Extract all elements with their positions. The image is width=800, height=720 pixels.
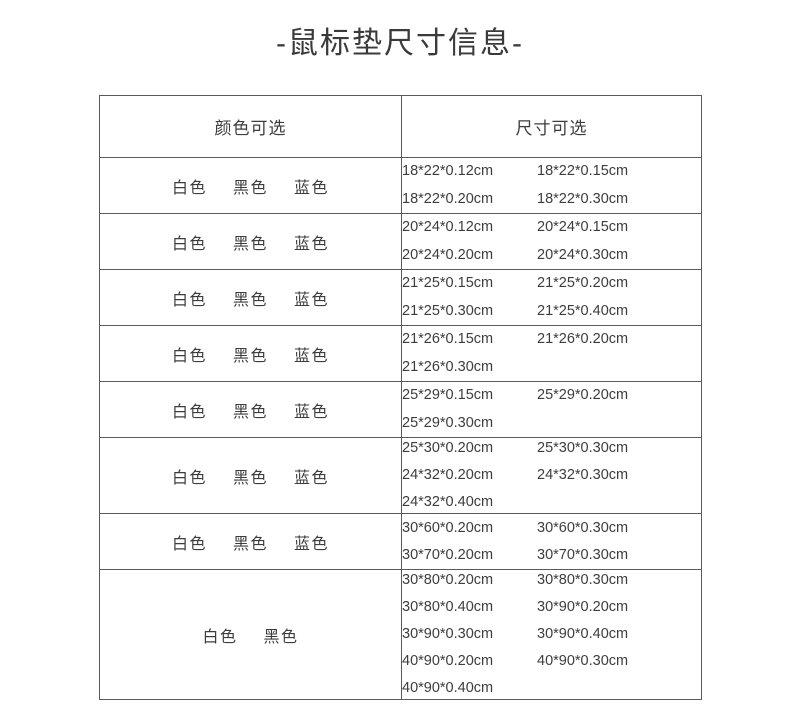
size-options-cell: 18*22*0.12cm 18*22*0.15cm 18*22*0.20cm 18*2… — [401, 157, 702, 214]
size-option[interactable]: 30*90*0.40cm — [537, 626, 629, 643]
size-option[interactable]: 21*26*0.30cm — [402, 358, 494, 375]
size-option[interactable]: 25*30*0.20cm — [402, 440, 494, 456]
size-option[interactable]: 30*80*0.40cm — [402, 599, 494, 616]
size-option[interactable]: 21*25*0.20cm — [537, 275, 629, 292]
column-header-size: 尺寸可选 — [401, 95, 702, 158]
table-row: 白色 黑色 蓝色 21*26*0.15cm 21*26*0.20cm 21*26*0.30… — [99, 325, 702, 382]
size-option[interactable]: 24*32*0.40cm — [402, 494, 494, 511]
color-option[interactable]: 蓝色 — [294, 235, 330, 253]
table-body: 白色 黑色 蓝色 18*22*0.12cm 18*22*0.15cm 18*22*0.20… — [99, 157, 702, 701]
table-row: 白色 黑色 蓝色 25*29*0.15cm 25*29*0.20cm 25*29*0.30… — [99, 381, 702, 438]
size-option[interactable]: 21*25*0.40cm — [537, 302, 629, 319]
table-row: 白色 黑色 30*80*0.20cm 30*80*0.30cm 30*80*0.40cm… — [99, 569, 702, 701]
size-option[interactable]: 20*24*0.30cm — [537, 246, 629, 263]
color-option[interactable]: 白色 — [171, 403, 207, 421]
size-option[interactable]: 30*80*0.30cm — [537, 572, 629, 589]
color-options-cell: 白色 黑色 蓝色 — [99, 513, 402, 571]
size-option-grid: 30*80*0.20cm 30*80*0.30cm 30*80*0.40cm 30*9… — [402, 570, 701, 699]
size-option[interactable]: 40*90*0.20cm — [402, 653, 494, 670]
color-option[interactable]: 黑色 — [232, 535, 268, 553]
color-option[interactable]: 白色 — [171, 469, 207, 487]
size-option[interactable]: 25*29*0.30cm — [402, 414, 494, 431]
size-option[interactable]: 30*80*0.20cm — [402, 572, 494, 589]
color-option[interactable]: 黑色 — [232, 179, 268, 197]
size-options-cell: 21*26*0.15cm 21*26*0.20cm 21*26*0.30cm — [401, 325, 702, 382]
table-row: 白色 黑色 蓝色 25*30*0.20cm 25*30*0.30cm 24*32*0.20… — [99, 436, 702, 515]
table-row: 白色 黑色 蓝色 18*22*0.12cm 18*22*0.15cm 18*22*0.20… — [99, 157, 702, 214]
color-options-cell: 白色 黑色 蓝色 — [99, 213, 402, 270]
size-option[interactable]: 30*90*0.20cm — [537, 599, 629, 616]
color-option[interactable]: 白色 — [202, 628, 238, 646]
size-option[interactable]: 21*25*0.15cm — [402, 275, 494, 292]
size-option[interactable]: 18*22*0.20cm — [402, 190, 494, 207]
size-option-grid: 18*22*0.12cm 18*22*0.15cm 18*22*0.20cm 18*2… — [402, 161, 701, 209]
color-option[interactable]: 白色 — [171, 535, 207, 553]
size-info-table: 颜色可选 尺寸可选 白色 黑色 蓝色 18*22*0.12cm 18*22*0.15cm… — [99, 95, 702, 701]
column-header-color: 颜色可选 — [99, 95, 402, 158]
size-option[interactable]: 30*60*0.30cm — [537, 519, 629, 536]
size-options-cell: 30*80*0.20cm 30*80*0.30cm 30*80*0.40cm 30*9… — [401, 569, 702, 701]
table-row: 白色 黑色 蓝色 21*25*0.15cm 21*25*0.20cm 21*25*0.30… — [99, 269, 702, 326]
color-option[interactable]: 蓝色 — [294, 535, 330, 553]
size-option[interactable]: 24*32*0.30cm — [537, 467, 629, 484]
color-option[interactable]: 蓝色 — [294, 179, 330, 197]
table-header-row: 颜色可选 尺寸可选 — [99, 95, 702, 158]
size-option[interactable]: 30*90*0.30cm — [402, 626, 494, 643]
color-options-cell: 白色 黑色 蓝色 — [99, 325, 402, 382]
color-option[interactable]: 黑色 — [232, 347, 268, 365]
color-option[interactable]: 蓝色 — [294, 469, 330, 487]
size-option[interactable]: 25*29*0.20cm — [537, 387, 629, 404]
size-option[interactable]: 25*30*0.30cm — [537, 440, 629, 456]
size-option-grid: 20*24*0.12cm 20*24*0.15cm 20*24*0.20cm 20*2… — [402, 217, 701, 265]
color-option[interactable]: 黑色 — [232, 469, 268, 487]
size-option-grid: 21*25*0.15cm 21*25*0.20cm 21*25*0.30cm 21*2… — [402, 273, 701, 321]
size-option[interactable]: 20*24*0.15cm — [537, 219, 629, 236]
color-option[interactable]: 蓝色 — [294, 347, 330, 365]
color-option[interactable]: 黑色 — [263, 628, 299, 646]
color-option[interactable]: 白色 — [171, 179, 207, 197]
size-option[interactable]: 40*90*0.30cm — [537, 653, 629, 670]
size-option[interactable]: 30*70*0.20cm — [402, 546, 494, 563]
color-option[interactable]: 黑色 — [232, 403, 268, 421]
color-option[interactable]: 白色 — [171, 291, 207, 309]
color-options-cell: 白色 黑色 蓝色 — [99, 157, 402, 214]
size-option[interactable]: 18*22*0.12cm — [402, 163, 494, 180]
size-option[interactable]: 40*90*0.40cm — [402, 680, 494, 697]
size-options-cell: 25*29*0.15cm 25*29*0.20cm 25*29*0.30cm — [401, 381, 702, 438]
size-option[interactable]: 24*32*0.20cm — [402, 467, 494, 484]
color-options-cell: 白色 黑色 蓝色 — [99, 269, 402, 326]
size-option[interactable]: 20*24*0.20cm — [402, 246, 494, 263]
size-option-grid: 25*30*0.20cm 25*30*0.30cm 24*32*0.20cm 24*3… — [402, 438, 701, 513]
color-options-cell: 白色 黑色 — [99, 569, 402, 701]
size-options-cell: 25*30*0.20cm 25*30*0.30cm 24*32*0.20cm 24*3… — [401, 436, 702, 515]
table-row: 白色 黑色 蓝色 20*24*0.12cm 20*24*0.15cm 20*24*0.20… — [99, 213, 702, 270]
size-option-grid: 21*26*0.15cm 21*26*0.20cm 21*26*0.30cm — [402, 329, 701, 377]
color-option[interactable]: 黑色 — [232, 291, 268, 309]
size-option-grid: 25*29*0.15cm 25*29*0.20cm 25*29*0.30cm — [402, 385, 701, 433]
size-option[interactable]: 18*22*0.15cm — [537, 163, 629, 180]
color-option[interactable]: 蓝色 — [294, 403, 330, 421]
size-option[interactable]: 25*29*0.15cm — [402, 387, 494, 404]
size-option[interactable]: 30*70*0.30cm — [537, 546, 629, 563]
table-row: 白色 黑色 蓝色 30*60*0.20cm 30*60*0.30cm 30*70*0.20… — [99, 513, 702, 571]
size-option[interactable]: 21*26*0.15cm — [402, 331, 494, 348]
size-option[interactable]: 20*24*0.12cm — [402, 219, 494, 236]
size-option[interactable]: 30*60*0.20cm — [402, 519, 494, 536]
color-option[interactable]: 白色 — [171, 235, 207, 253]
size-option-grid: 30*60*0.20cm 30*60*0.30cm 30*70*0.20cm 30*7… — [402, 518, 701, 566]
size-options-cell: 21*25*0.15cm 21*25*0.20cm 21*25*0.30cm 21*2… — [401, 269, 702, 326]
page-title: -鼠标垫尺寸信息- — [276, 27, 524, 60]
color-option[interactable]: 黑色 — [232, 235, 268, 253]
size-options-cell: 30*60*0.20cm 30*60*0.30cm 30*70*0.20cm 30*7… — [401, 513, 702, 571]
color-options-cell: 白色 黑色 蓝色 — [99, 436, 402, 515]
table-head: 颜色可选 尺寸可选 — [99, 95, 702, 158]
size-option[interactable]: 21*25*0.30cm — [402, 302, 494, 319]
size-option[interactable]: 21*26*0.20cm — [537, 331, 629, 348]
color-options-cell: 白色 黑色 蓝色 — [99, 381, 402, 438]
color-option[interactable]: 白色 — [171, 347, 207, 365]
color-option[interactable]: 蓝色 — [294, 291, 330, 309]
size-options-cell: 20*24*0.12cm 20*24*0.15cm 20*24*0.20cm 20*2… — [401, 213, 702, 270]
size-option[interactable]: 18*22*0.30cm — [537, 190, 629, 207]
